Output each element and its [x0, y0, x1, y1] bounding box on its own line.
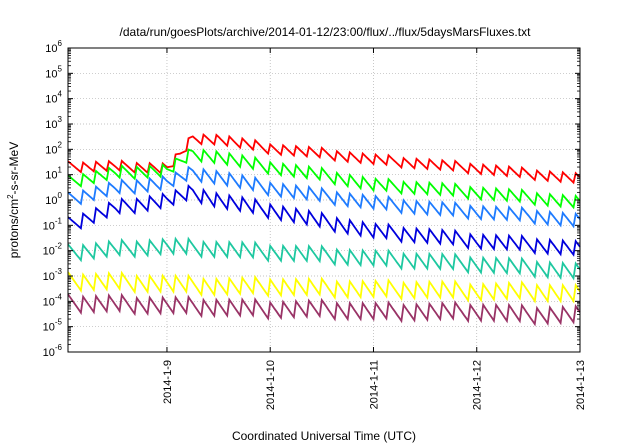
- series-line: [67, 236, 581, 281]
- series-line: [67, 292, 581, 327]
- series-line: [67, 165, 581, 229]
- series-line: [67, 184, 581, 257]
- y-axis-ticks: 10-6 10-5 10-4 10-3 10-2 10-1 100 101 102 103 104 1…: [43, 39, 580, 359]
- series-line: [67, 133, 581, 185]
- y-tick-label: 10-5: [43, 318, 63, 334]
- y-tick-label: 106: [45, 39, 62, 55]
- y-tick-label: 100: [45, 191, 62, 207]
- x-tick-label: 2014-1-13: [575, 360, 587, 410]
- chart-title: /data/run/goesPlots/archive/2014-01-12/2…: [120, 25, 532, 39]
- x-axis-ticks: 2014-1-9 2014-1-10 2014-1-11 2014-1-12 2014-…: [162, 48, 587, 410]
- y-tick-label: 103: [45, 115, 62, 131]
- grid-lines: [68, 48, 580, 352]
- y-tick-label: 10-3: [43, 267, 63, 283]
- y-tick-label: 10-4: [43, 292, 63, 308]
- x-tick-label: 2014-1-10: [265, 360, 277, 410]
- y-tick-label: 101: [45, 166, 62, 182]
- y-tick-label: 10-2: [43, 242, 63, 258]
- x-axis-label: Coordinated Universal Time (UTC): [232, 429, 416, 443]
- y-tick-label: 10-1: [43, 216, 63, 232]
- data-series-group: [67, 133, 581, 327]
- y-tick-label: 10-6: [43, 343, 63, 359]
- x-tick-label: 2014-1-11: [368, 360, 380, 409]
- series-line: [67, 270, 581, 304]
- y-tick-label: 102: [45, 140, 62, 156]
- y-tick-label: 105: [45, 64, 62, 80]
- series-line: [67, 148, 581, 210]
- x-tick-label: 2014-1-12: [472, 360, 484, 410]
- y-axis-label: protons/cm2-s-sr-MeV: [6, 142, 21, 258]
- x-tick-label: 2014-1-9: [162, 360, 174, 404]
- y-tick-label: 104: [45, 90, 62, 106]
